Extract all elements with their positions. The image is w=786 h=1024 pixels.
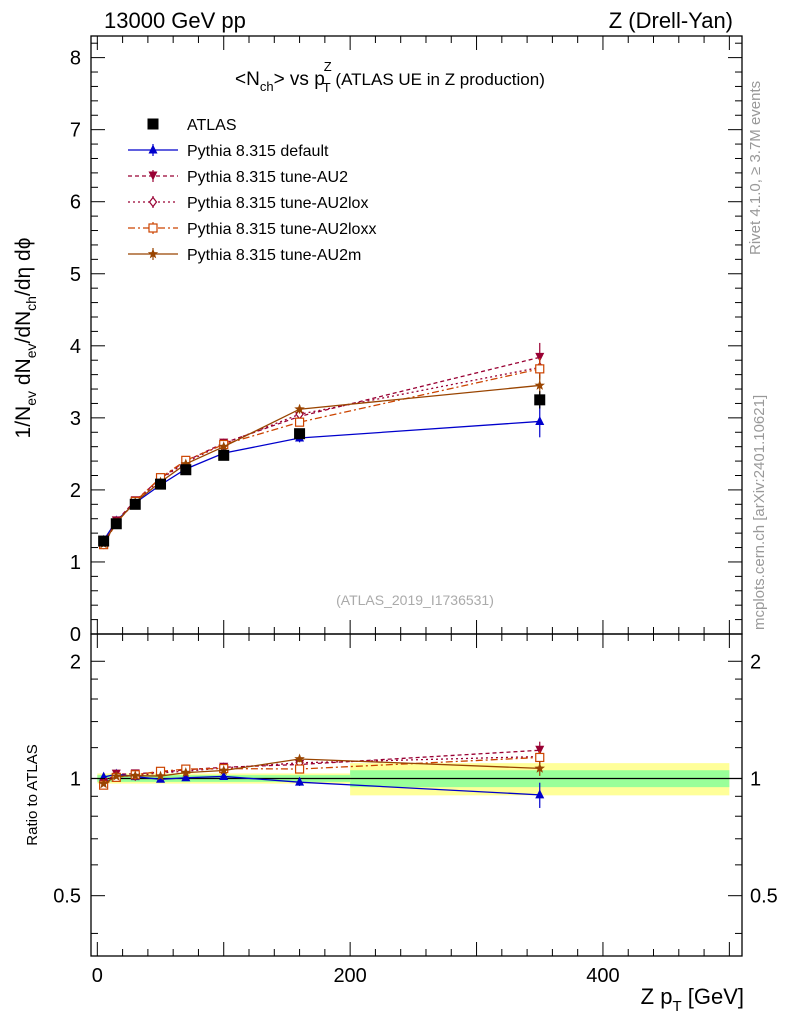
data-point: [294, 403, 305, 414]
legend-marker: [148, 196, 158, 208]
ratio-y-tick-label: 1: [750, 768, 761, 790]
x-tick-label: 400: [586, 965, 619, 987]
ratio-series-pythia-8-315-tune-au2m: [98, 753, 545, 789]
data-point: [294, 428, 306, 440]
y-tick-label: 0: [70, 624, 81, 646]
legend-label: Pythia 8.315 tune-AU2loxx: [187, 221, 376, 238]
data-point: [294, 417, 305, 427]
data-point: [129, 498, 141, 510]
ratio-line: [103, 755, 540, 785]
legend-entry-atlas: ATLAS: [147, 117, 237, 134]
y-tick-label: 2: [70, 480, 81, 502]
legend-marker: [147, 248, 159, 259]
ratio-point: [130, 770, 141, 781]
ratio-point: [181, 772, 191, 782]
ratio-panel: 0 200 400 0.5 0.5 1 1 2 2: [53, 633, 778, 987]
ratio-point: [155, 770, 166, 781]
data-point: [218, 449, 230, 461]
data-point: [218, 441, 229, 452]
ratio-y-tick-label: 1: [70, 768, 81, 790]
ratio-y-tick-label: 0.5: [750, 886, 778, 908]
ratio-point: [98, 778, 109, 789]
ratio-point: [295, 776, 305, 786]
legend-marker: [148, 171, 158, 181]
series-line: [103, 384, 540, 545]
ratio-ylabel: Ratio to ATLAS: [24, 744, 41, 845]
ratio-line: [103, 749, 540, 784]
legend-entry-pythia-8-315-tune-au2: Pythia 8.315 tune-AU2: [128, 169, 348, 186]
legend-entry-pythia-8-315-tune-au2lox: Pythia 8.315 tune-AU2lox: [128, 195, 368, 212]
series-pythia-8-315-tune-au2: [99, 342, 545, 548]
series-line: [103, 366, 540, 545]
legend-marker: [148, 144, 158, 154]
data-point: [535, 415, 545, 425]
y-tick-label: 6: [70, 192, 81, 214]
header-right: Z (Drell-Yan): [609, 8, 733, 33]
legend-marker: [148, 223, 158, 233]
main-ylabel: 1/Nev dNev/dNch/dη dϕ: [12, 238, 39, 439]
legend-label: Pythia 8.315 tune-AU2: [187, 169, 348, 186]
x-axis-label: Z pT [GeV]: [641, 984, 744, 1015]
legend-entry-pythia-8-315-tune-au2m: Pythia 8.315 tune-AU2m: [128, 247, 361, 264]
ratio-point: [218, 765, 229, 775]
legend-label: Pythia 8.315 tune-AU2lox: [187, 195, 368, 212]
ratio-point: [111, 770, 122, 781]
ratio-point: [219, 770, 229, 780]
rivet-label: Rivet 4.1.0, ≥ 3.7M events: [747, 81, 764, 255]
ratio-point: [180, 767, 191, 778]
ratio-point: [294, 764, 305, 774]
legend-entry-pythia-8-315-tune-au2loxx: Pythia 8.315 tune-AU2loxx: [128, 221, 376, 238]
y-tick-label: 1: [70, 552, 81, 574]
series-pythia-8-315-tune-au2lox: [99, 356, 545, 550]
ratio-y-tick-label: 2: [750, 651, 761, 673]
data-point: [180, 458, 191, 469]
y-tick-label: 4: [70, 336, 81, 358]
series-line: [103, 356, 540, 544]
analysis-watermark: (ATLAS_2019_I1736531): [336, 592, 494, 608]
ratio-y-tick-label: 2: [70, 651, 81, 673]
ratio-frame: [90, 633, 743, 957]
mcplots-label: mcplots.cern.ch [arXiv:2401.10621]: [751, 395, 768, 630]
header-left: 13000 GeV pp: [104, 8, 246, 33]
data-point: [155, 478, 167, 490]
main-panel: 0 1 2 3 4 5 6 7 8: [70, 35, 743, 646]
data-point: [535, 364, 545, 374]
legend: ATLAS Pythia 8.315 default Pythia 8.315 tu…: [128, 117, 376, 264]
legend-entry-pythia-8-315-default: Pythia 8.315 default: [128, 143, 329, 160]
series-atlas: [98, 391, 546, 547]
data-point: [534, 379, 545, 390]
legend-label: ATLAS: [187, 117, 237, 134]
series-line: [103, 368, 540, 545]
y-tick-label: 5: [70, 264, 81, 286]
ratio-y-tick-label: 0.5: [53, 886, 81, 908]
data-point: [180, 464, 192, 476]
ratio-point: [294, 753, 305, 764]
x-tick-label: 0: [92, 965, 103, 987]
ratio-point: [534, 762, 545, 773]
data-point: [98, 535, 110, 547]
series-pythia-8-315-tune-au2loxx: [99, 358, 545, 550]
legend-label: Pythia 8.315 tune-AU2m: [187, 247, 361, 264]
y-tick-label: 8: [70, 48, 81, 70]
ratio-point: [535, 752, 545, 763]
data-point: [534, 394, 546, 406]
data-point: [110, 518, 122, 530]
main-title: <Nch> vs pZ T (ATLAS UE in Z production): [235, 59, 545, 95]
series-pythia-8-315-tune-au2m: [98, 374, 545, 549]
legend-label: Pythia 8.315 default: [187, 143, 329, 160]
x-tick-label: 200: [333, 965, 366, 987]
y-tick-label: 7: [70, 120, 81, 142]
ratio-point: [535, 789, 545, 799]
series-line: [103, 420, 540, 541]
legend-marker: [147, 118, 159, 130]
y-tick-label: 3: [70, 408, 81, 430]
